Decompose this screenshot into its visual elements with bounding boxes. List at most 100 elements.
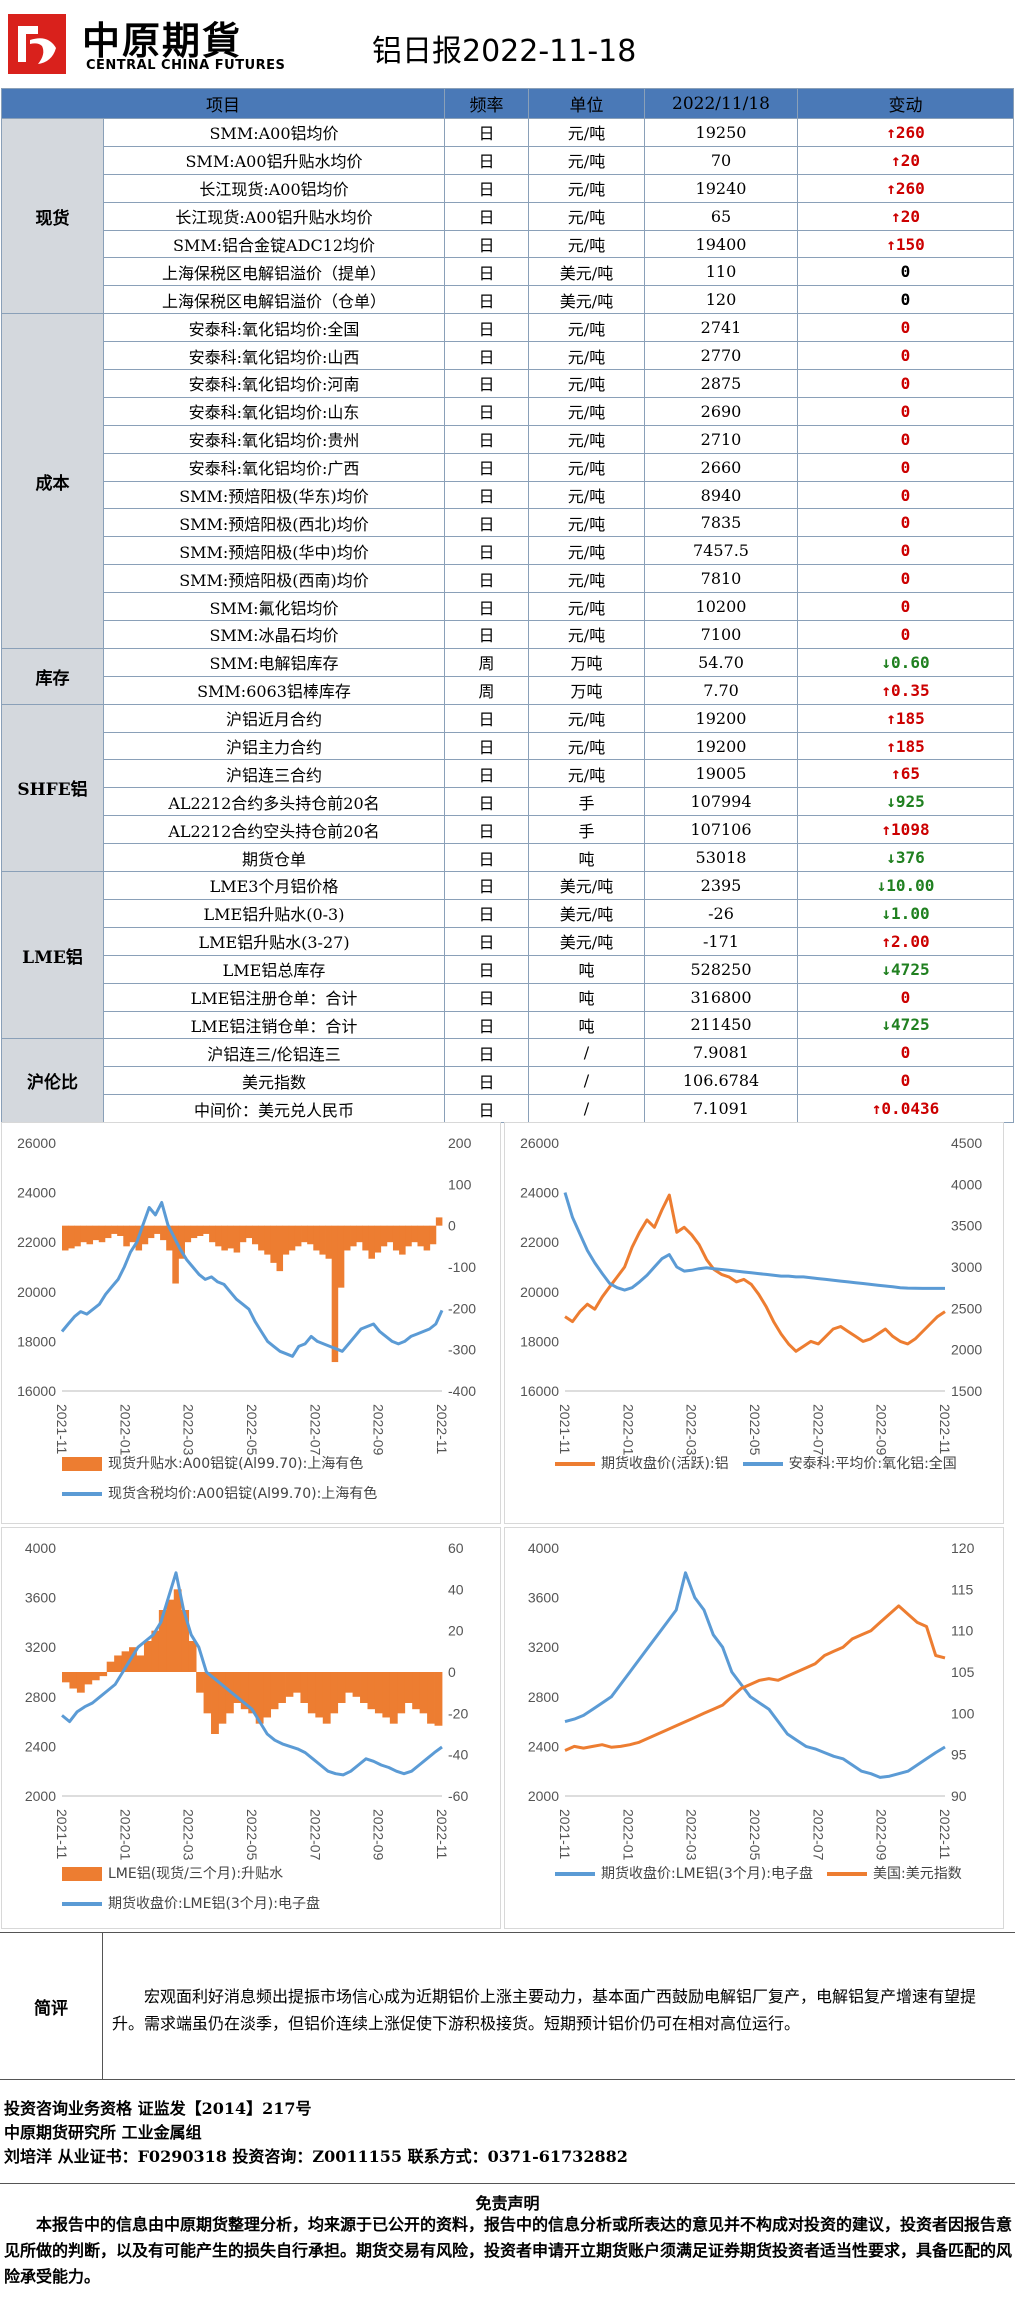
- unit-cell: 元/吨: [528, 759, 645, 789]
- bar-mark: [380, 1225, 388, 1247]
- chart-legend: 现货升贴水:A00铝锭(Al99.70):上海有色 现货含税均价:A00铝锭(Al…: [62, 1453, 391, 1503]
- x-axis-tick-label: 2022-05: [244, 1809, 260, 1861]
- change-cell: 0: [797, 564, 1014, 594]
- frequency-cell: 日: [444, 592, 529, 622]
- bar-mark: [143, 1641, 152, 1672]
- frequency-cell: 日: [444, 341, 529, 371]
- right-axis-tick-label: 200: [448, 1135, 472, 1151]
- x-axis-tick-label: 2021-11: [557, 1404, 573, 1455]
- change-cell: ↓1.00: [797, 898, 1014, 928]
- right-axis-tick-label: 120: [951, 1540, 975, 1556]
- table-row: 上海保税区电解铝溢价（提单）日美元/吨 110 0: [2, 257, 1014, 287]
- x-axis-tick-label: 2022-03: [181, 1404, 197, 1456]
- table-row: 美元指数日/106.6784 0: [2, 1066, 1014, 1096]
- item-cell: 安泰科:氧化铝均价:全国: [103, 313, 445, 343]
- unit-cell: 元/吨: [528, 369, 645, 398]
- value-cell: 19200: [644, 731, 798, 761]
- arrow-down-icon: ↓: [886, 792, 896, 812]
- item-cell: 安泰科:氧化铝均价:山东: [103, 396, 445, 426]
- bar-mark: [99, 1672, 108, 1677]
- unit-cell: 手: [528, 815, 645, 845]
- change-value: 0: [900, 987, 911, 1007]
- unit-cell: 美元/吨: [528, 871, 645, 900]
- change-cell: ↓376: [797, 843, 1014, 873]
- item-cell: 安泰科:氧化铝均价:贵州: [103, 424, 445, 454]
- bar-mark: [173, 1589, 182, 1672]
- x-axis-tick-label: 2021-11: [54, 1404, 70, 1455]
- change-value: 0: [900, 569, 911, 589]
- bar-mark: [294, 1225, 302, 1247]
- frequency-cell: 日: [444, 285, 529, 315]
- bar-mark: [392, 1225, 400, 1251]
- bar-mark: [221, 1225, 228, 1251]
- arrow-up-icon: ↑: [886, 178, 896, 198]
- value-cell: 2741: [644, 313, 798, 343]
- bar-mark: [434, 1672, 443, 1726]
- change-value: 0: [900, 290, 911, 310]
- x-axis-tick-label: 2022-11: [434, 1404, 450, 1455]
- bar-mark: [123, 1225, 130, 1247]
- table-row: 上海保税区电解铝溢价（仓单）日美元/吨 120 0: [2, 285, 1014, 315]
- bar-mark: [104, 1225, 112, 1239]
- bar-mark: [166, 1225, 173, 1251]
- bar-mark: [184, 1225, 192, 1243]
- unit-cell: 元/吨: [528, 620, 645, 649]
- legend-label: 期货收盘价(活跃):铝: [601, 1456, 729, 1472]
- bar-mark: [74, 1225, 81, 1247]
- series-line: [564, 1193, 946, 1353]
- legend-item: LME铝(现货/三个月):升贴水: [62, 1866, 283, 1882]
- change-value: 4725: [891, 959, 930, 979]
- item-cell: SMM:预焙阳极(华中)均价: [103, 536, 445, 566]
- legend-swatch: [555, 1872, 595, 1876]
- x-axis-tick-label: 2022-09: [874, 1404, 890, 1456]
- bar-mark: [68, 1225, 75, 1249]
- qualification-line: 投资咨询业务资格 证监发【2014】217号: [4, 2099, 312, 2118]
- right-axis-tick-label: -20: [448, 1705, 468, 1721]
- legend-swatch: [742, 1462, 783, 1466]
- frequency-cell: 日: [444, 1038, 529, 1068]
- series-line: [60, 1201, 444, 1358]
- change-cell: ↑20: [797, 201, 1014, 231]
- change-value: 185: [895, 708, 925, 728]
- left-axis-tick-label: 3600: [528, 1590, 559, 1606]
- legend-swatch: [62, 1902, 102, 1906]
- x-axis-tick-label: 2022-01: [117, 1809, 133, 1861]
- category-cell: 库存: [1, 647, 104, 705]
- frequency-cell: 日: [444, 787, 529, 817]
- right-axis-tick-label: -60: [448, 1788, 468, 1804]
- bar-mark: [151, 1630, 160, 1672]
- change-value: 150: [895, 234, 925, 254]
- column-header: 变动: [797, 88, 1014, 119]
- table-row: 安泰科:氧化铝均价:河南日元/吨 2875 0: [2, 369, 1014, 398]
- value-cell: 7.70: [644, 675, 798, 705]
- change-value: 0: [900, 597, 911, 617]
- change-value: 0: [900, 401, 911, 421]
- change-value: 2.00: [891, 931, 930, 951]
- x-axis-tick-label: 2022-07: [810, 1404, 826, 1456]
- table-row: 中间价：美元兑人民币日/7.1091 ↑0.0436: [2, 1094, 1014, 1124]
- item-cell: SMM:电解铝库存: [103, 647, 445, 677]
- value-cell: 211450: [644, 1010, 798, 1040]
- right-axis-tick-label: 3500: [951, 1218, 982, 1234]
- left-axis-tick-label: 3200: [528, 1639, 559, 1655]
- unit-cell: 吨: [528, 1010, 645, 1040]
- bar-mark: [166, 1599, 175, 1672]
- bar-mark: [360, 1672, 368, 1703]
- legend-item: 期货收盘价:LME铝(3个月):电子盘: [62, 1896, 320, 1912]
- unit-cell: 元/吨: [528, 452, 645, 482]
- value-cell: 54.70: [644, 647, 798, 677]
- legend-swatch: [827, 1872, 867, 1876]
- unit-cell: 元/吨: [528, 313, 645, 343]
- x-axis-tick-label: 2022-07: [810, 1809, 826, 1861]
- left-axis-tick-label: 18000: [520, 1333, 559, 1349]
- bar-mark: [307, 1672, 316, 1714]
- x-axis-tick-label: 2022-03: [181, 1809, 197, 1861]
- table-row: 安泰科:氧化铝均价:广西日元/吨 2660 0: [2, 452, 1014, 482]
- bar-mark: [218, 1672, 227, 1724]
- item-cell: SMM:冰晶石均价: [103, 620, 445, 649]
- chart-svg: 4000 3600 3200 2800 2400 2000 120 115 110 105 100 9…: [528, 1540, 975, 1861]
- bar-mark: [160, 1225, 167, 1241]
- change-cell: ↑1098: [797, 815, 1014, 845]
- table-row: 沪铝主力合约日元/吨 19200 ↑185: [2, 731, 1014, 761]
- bar-mark: [188, 1641, 197, 1672]
